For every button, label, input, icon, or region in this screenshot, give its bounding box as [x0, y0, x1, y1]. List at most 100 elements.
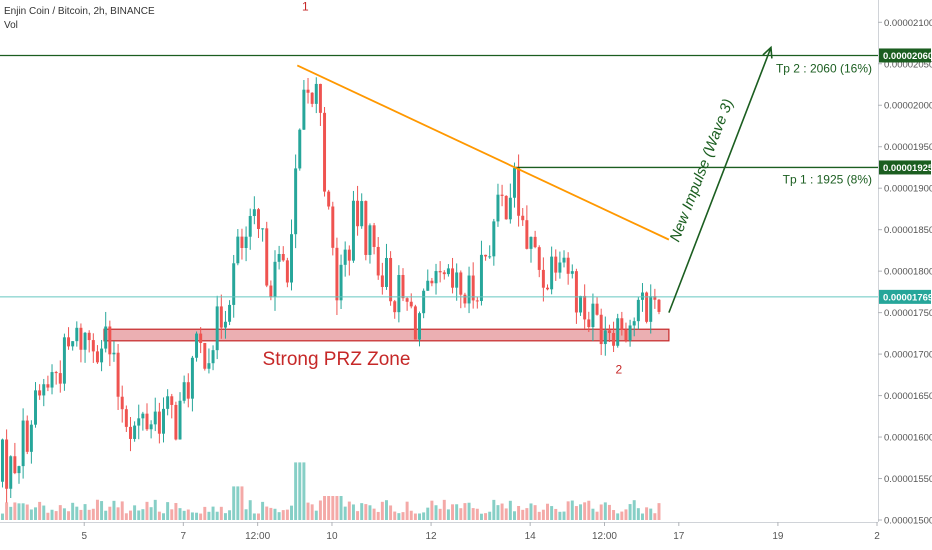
volume-bar [34, 507, 37, 520]
volume-bar [25, 504, 29, 520]
volume-bar [405, 501, 409, 520]
volume-bar [5, 502, 9, 520]
candle-body [376, 246, 380, 276]
volume-bar [632, 500, 636, 520]
volume-bar [157, 511, 161, 520]
volume-bar [636, 508, 640, 520]
volume-bar [17, 503, 21, 520]
candle-body [496, 194, 500, 222]
volume-bar [446, 509, 450, 520]
candle-body [463, 294, 467, 304]
candle-body [434, 271, 438, 284]
candle-body [471, 275, 475, 301]
candle-body [632, 321, 636, 326]
candle-body [29, 424, 33, 452]
volume-bar [500, 503, 504, 520]
volume-bar [174, 503, 178, 520]
candle-body [331, 206, 335, 248]
candle-body [83, 332, 87, 350]
volume-bar [347, 501, 351, 520]
candle-body [261, 228, 265, 230]
prz-zone-label: Strong PRZ Zone [263, 349, 411, 370]
volume-bar [273, 508, 277, 520]
volume-bar [364, 504, 368, 520]
tp-label-2: Tp 1 : 1925 (8%) [783, 172, 872, 186]
y-tick-label: 0.00001550 [884, 474, 932, 485]
candle-body [75, 327, 79, 342]
y-tick-label: 0.00001750 [884, 308, 932, 319]
candle-body [190, 357, 194, 399]
volume-bar [182, 510, 186, 520]
candle-body [207, 363, 211, 369]
volume-bar [232, 486, 236, 520]
candle-body [162, 408, 165, 434]
volume-bar [145, 501, 149, 520]
volume-bar [616, 513, 620, 520]
volume-bar [170, 509, 174, 520]
volume-bar [488, 511, 492, 520]
volume-bar [579, 504, 583, 520]
candle-body [616, 318, 620, 346]
volume-bar [376, 511, 380, 520]
volume-bar [599, 504, 603, 520]
volume-bar [455, 504, 459, 520]
candle-body [418, 313, 421, 340]
x-tick-label: 7 [181, 531, 187, 542]
y-tick-label: 0.00001950 [884, 142, 932, 153]
volume-bar [331, 496, 335, 520]
candle-body [112, 352, 116, 355]
candle-body [141, 413, 145, 419]
wave-label-2: 2 [615, 363, 622, 377]
volume-bar [351, 504, 355, 520]
candle-body [430, 280, 434, 284]
candle-body [521, 215, 525, 221]
candle-body [438, 271, 442, 273]
volume-bar [62, 508, 66, 520]
candle-body [79, 327, 83, 350]
volume-bar [104, 510, 108, 520]
volume-bar [0, 513, 4, 520]
candle-body [624, 329, 628, 341]
volume-bar [141, 509, 145, 520]
x-tick-label: 12:00 [592, 531, 617, 542]
candle-body [133, 425, 137, 439]
volume-bar [285, 509, 289, 520]
volume-bar [463, 503, 467, 520]
volume-bar [153, 499, 157, 520]
volume-bar [570, 500, 574, 520]
candle-body [550, 256, 554, 290]
volume-bar [356, 511, 360, 520]
candle-body [401, 274, 405, 299]
volume-bar [248, 500, 252, 520]
candle-body [599, 314, 603, 345]
volume-bar [323, 496, 327, 520]
candle-body [219, 306, 223, 328]
volume-bar [484, 513, 488, 520]
candle-body [290, 234, 293, 283]
candle-body [9, 456, 13, 489]
volume-bar [314, 510, 318, 520]
volume-bar [591, 508, 595, 520]
candle-body [46, 384, 50, 388]
candle-body [108, 326, 112, 355]
candle-body [13, 456, 17, 474]
volume-bar [95, 499, 99, 520]
volume-bar [195, 512, 199, 520]
prz-zone [103, 328, 670, 342]
volume-bar [653, 513, 657, 520]
impulse-arrow-head [762, 45, 773, 59]
volume-bar [451, 504, 455, 520]
candle-body [87, 332, 91, 341]
volume-bar [310, 504, 314, 520]
candle-body [488, 256, 492, 258]
volume-bar [603, 502, 607, 520]
candle-body [302, 89, 306, 130]
volume-bar [628, 504, 632, 520]
candle-body [323, 112, 327, 192]
candle-body [335, 247, 339, 301]
candle-body [166, 396, 170, 409]
volume-bar [207, 511, 211, 520]
volume-bar [223, 513, 227, 520]
candle-body [570, 271, 574, 274]
